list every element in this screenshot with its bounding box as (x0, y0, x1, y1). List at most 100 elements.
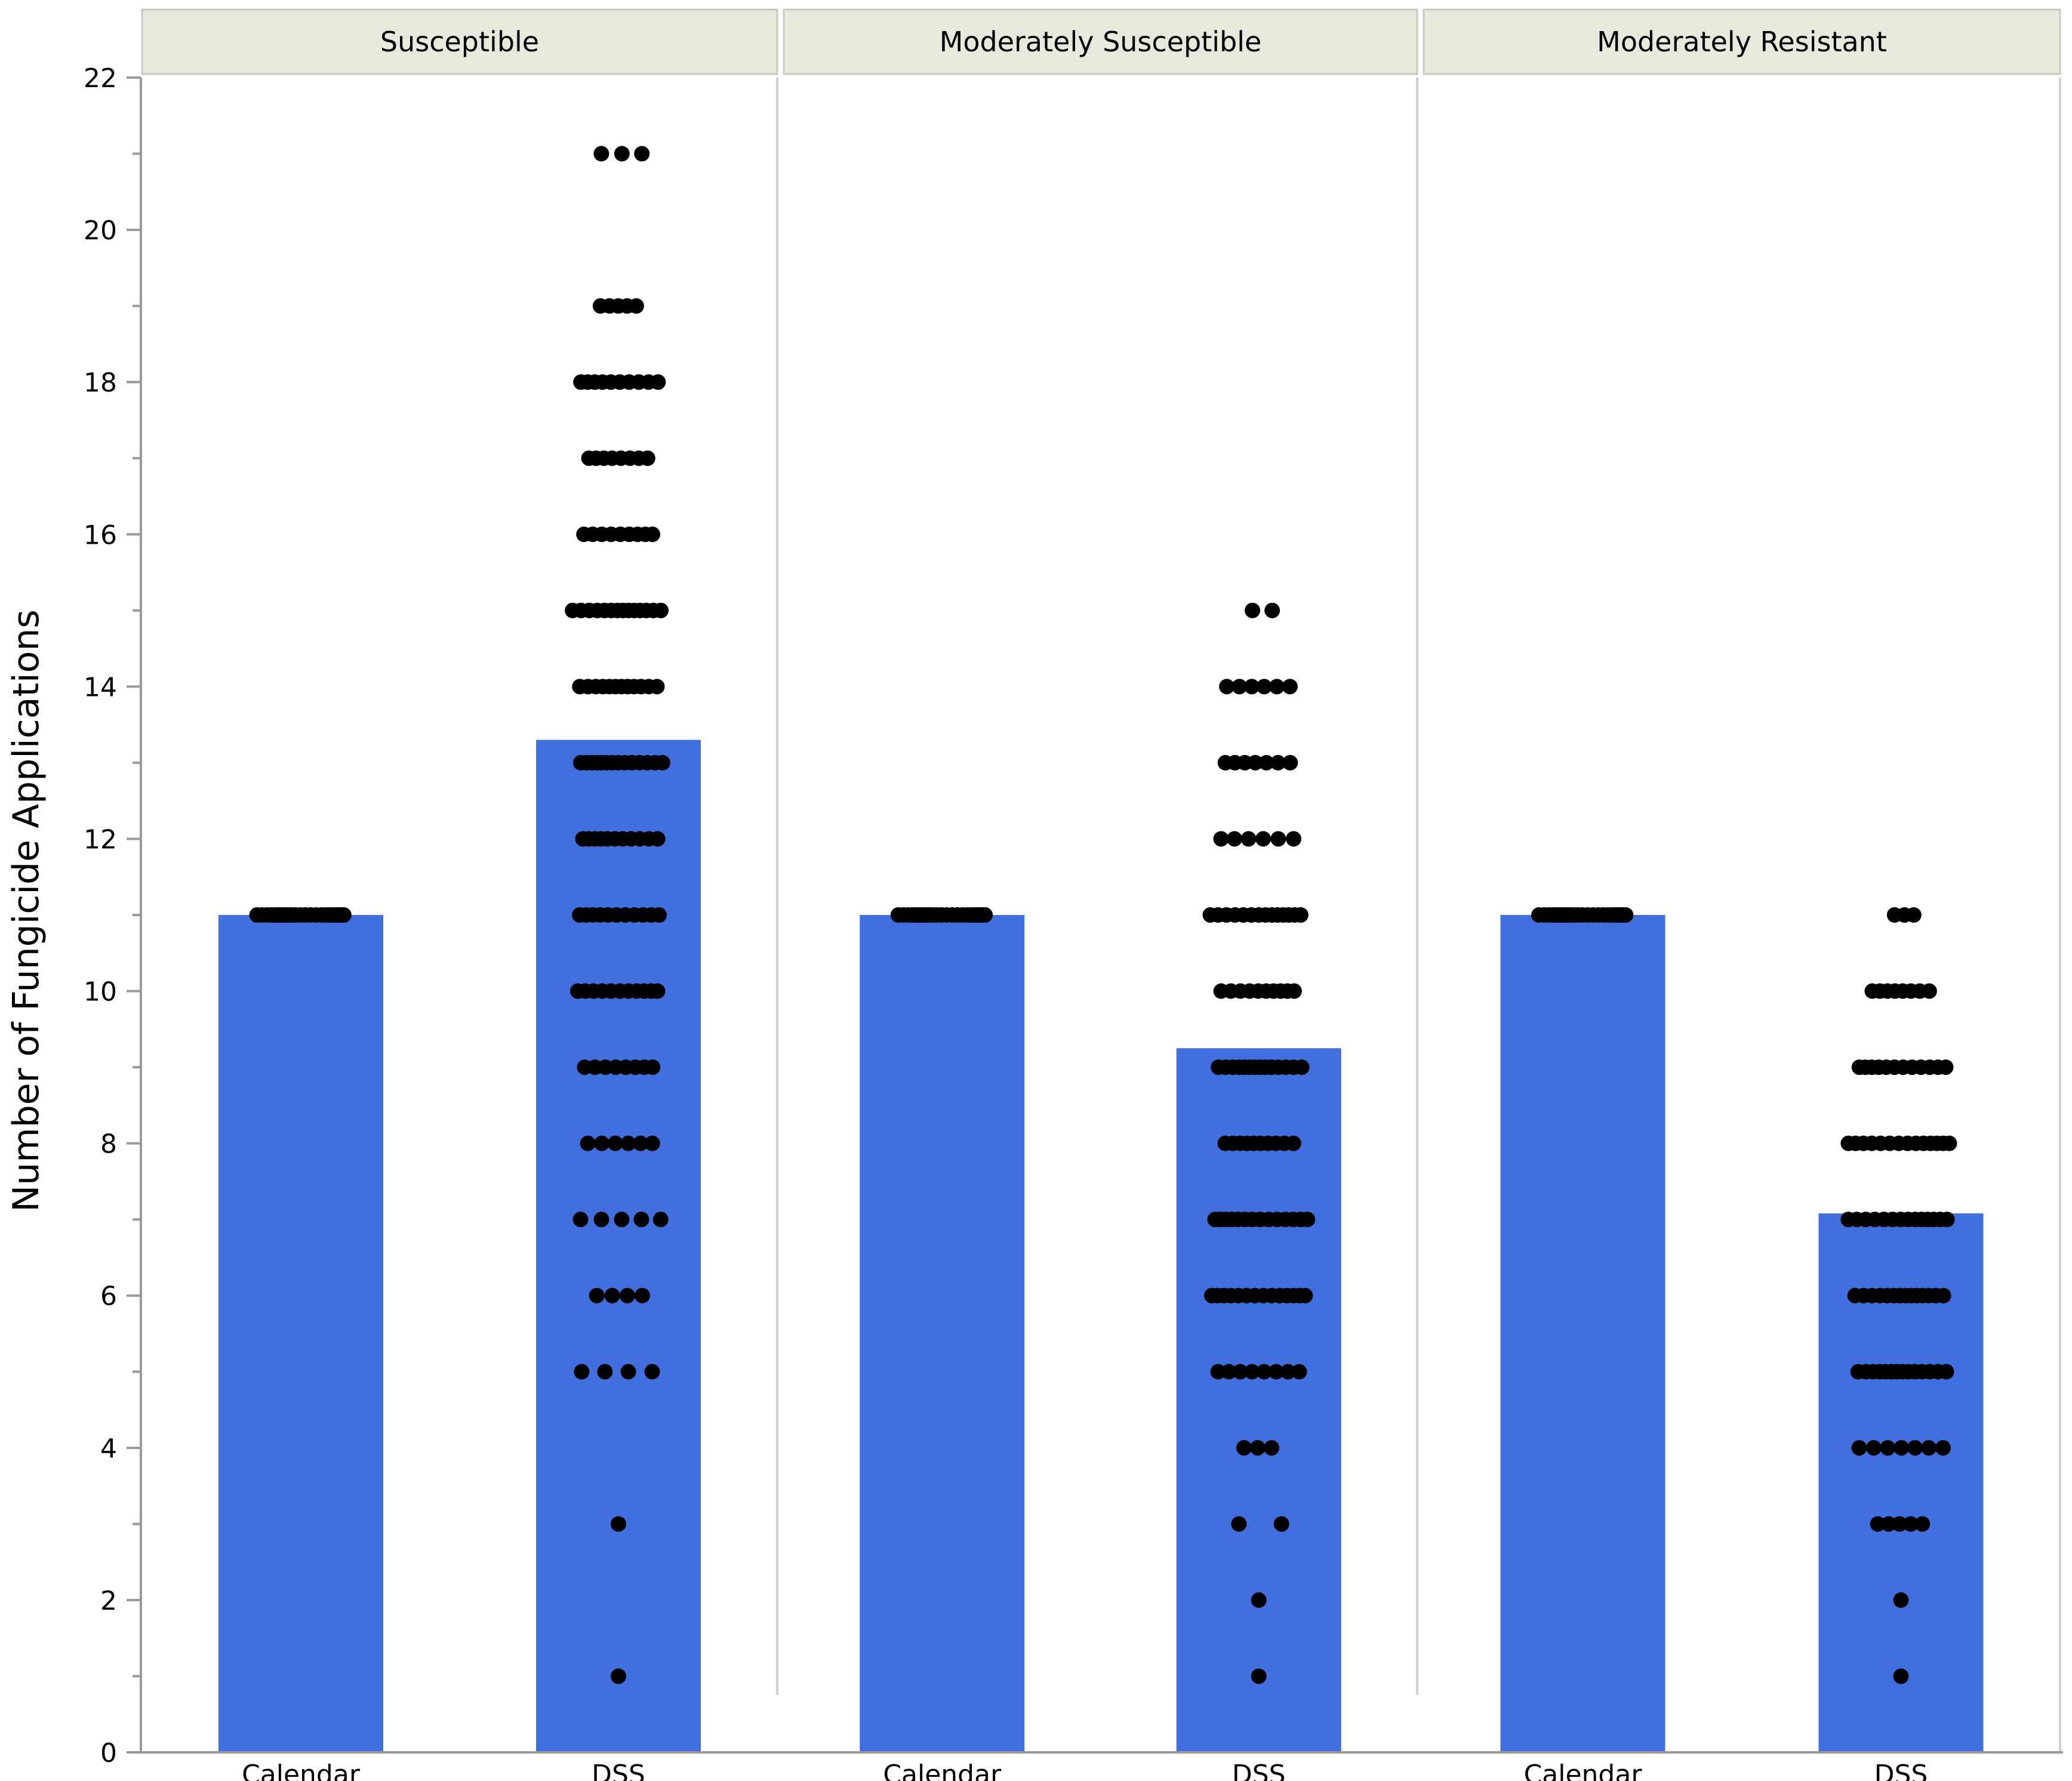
data-point (619, 1287, 635, 1304)
data-point (1247, 754, 1263, 771)
points (890, 602, 1316, 1684)
y-tick-label: 20 (84, 215, 117, 246)
data-point (1240, 831, 1257, 847)
x-tick-label: DSS (1874, 1760, 1928, 1781)
panel-2: Moderately Susceptible Calendar DSS (783, 8, 1418, 1781)
bar-calendar (1500, 915, 1665, 1752)
panel-label: Moderately Resistant (1597, 26, 1887, 58)
data-point (1921, 983, 1937, 999)
data-point (1285, 1135, 1301, 1151)
data-point (1286, 983, 1302, 999)
data-point (977, 907, 993, 923)
y-tick-label: 8 (100, 1129, 117, 1160)
panel-label: Moderately Susceptible (940, 26, 1262, 58)
data-point (1213, 831, 1229, 847)
data-point (1210, 1364, 1226, 1380)
panel-1: Susceptible Calendar DSS (141, 8, 778, 1781)
data-point (1236, 1440, 1252, 1456)
bar-dss (1176, 1048, 1341, 1752)
data-point (1232, 1364, 1248, 1380)
data-point (1282, 754, 1298, 771)
data-point (611, 1668, 626, 1684)
data-point (620, 1135, 636, 1151)
data-point (611, 1516, 626, 1532)
data-point (1273, 1516, 1289, 1532)
data-point (1865, 1440, 1882, 1456)
data-point (1219, 679, 1235, 695)
data-point (1870, 1516, 1886, 1532)
y-axis: 0 2 4 6 8 10 12 14 16 18 20 22 (84, 63, 2063, 1768)
data-point (644, 1135, 660, 1151)
data-point (1269, 679, 1285, 695)
panel-strip (141, 8, 778, 75)
data-point (593, 146, 609, 162)
data-point (1297, 1287, 1313, 1304)
data-point (1892, 1516, 1908, 1532)
y-tick-label: 6 (100, 1281, 117, 1312)
data-point (1270, 754, 1286, 771)
data-point (645, 1059, 661, 1076)
data-point (633, 1212, 649, 1228)
y-tick-label: 22 (84, 63, 117, 94)
y-axis-label: Number of Fungicide Applications (5, 609, 47, 1212)
data-point (1880, 1516, 1896, 1532)
x-tick-label: Calendar (1524, 1760, 1643, 1781)
data-point (1264, 1440, 1280, 1456)
data-point (572, 1212, 589, 1228)
bar-calendar (218, 915, 383, 1752)
data-point (1292, 907, 1309, 923)
y-tick-label: 12 (84, 824, 117, 855)
x-tick-label: Calendar (242, 1760, 361, 1781)
data-point (635, 1287, 651, 1304)
data-point (1256, 1364, 1272, 1380)
data-point (652, 1212, 669, 1228)
data-point (1902, 1516, 1919, 1532)
data-point (645, 526, 661, 543)
data-point (1251, 1592, 1267, 1608)
data-point (649, 983, 666, 999)
panel-3: Moderately Resistant Calendar DSS (1423, 8, 2061, 1781)
data-point (1941, 1135, 1957, 1151)
data-point (651, 907, 667, 923)
data-point (1255, 831, 1271, 847)
data-point (649, 679, 665, 695)
data-point (1893, 1592, 1909, 1608)
data-point (1291, 1364, 1307, 1380)
panel-label: Susceptible (380, 26, 539, 58)
data-point (1914, 1516, 1931, 1532)
data-point (650, 374, 666, 390)
y-tick-label: 16 (84, 520, 117, 550)
data-point (1280, 1364, 1296, 1380)
data-point (1939, 1212, 1955, 1228)
points (249, 146, 670, 1684)
data-point (1935, 1287, 1951, 1304)
data-point (593, 1212, 609, 1228)
panel-strip (1423, 8, 2061, 75)
data-point (1938, 1364, 1954, 1380)
data-point (1231, 679, 1248, 695)
data-point (614, 146, 630, 162)
data-point (1618, 907, 1634, 923)
data-point (1851, 1440, 1867, 1456)
bar-dss (536, 739, 701, 1752)
data-point (1286, 831, 1302, 847)
data-point (574, 1364, 590, 1380)
data-point (1268, 1364, 1284, 1380)
data-point (1935, 1440, 1951, 1456)
data-point (580, 1135, 596, 1151)
data-point (1221, 1364, 1237, 1380)
points (1531, 907, 1957, 1684)
data-point (597, 1364, 613, 1380)
data-point (607, 1135, 623, 1151)
data-point (604, 1287, 620, 1304)
data-point (594, 1135, 610, 1151)
x-tick-label: DSS (1232, 1760, 1286, 1781)
data-point (653, 602, 669, 618)
data-point (1294, 1059, 1310, 1076)
data-point (1264, 602, 1280, 618)
data-point (1270, 831, 1286, 847)
y-tick-label: 2 (100, 1586, 117, 1616)
data-point (628, 298, 644, 314)
data-point (1905, 907, 1922, 923)
